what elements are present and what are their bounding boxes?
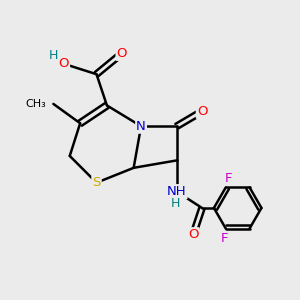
- Text: H: H: [171, 197, 180, 210]
- Text: O: O: [116, 47, 127, 60]
- Text: F: F: [220, 232, 228, 245]
- Text: O: O: [58, 57, 69, 70]
- Text: O: O: [188, 228, 198, 241]
- Text: CH₃: CH₃: [25, 99, 46, 109]
- Text: N: N: [136, 120, 146, 133]
- Text: H: H: [49, 49, 58, 62]
- Text: S: S: [92, 176, 101, 189]
- Text: F: F: [225, 172, 232, 185]
- Text: NH: NH: [167, 185, 187, 198]
- Text: O: O: [197, 105, 207, 118]
